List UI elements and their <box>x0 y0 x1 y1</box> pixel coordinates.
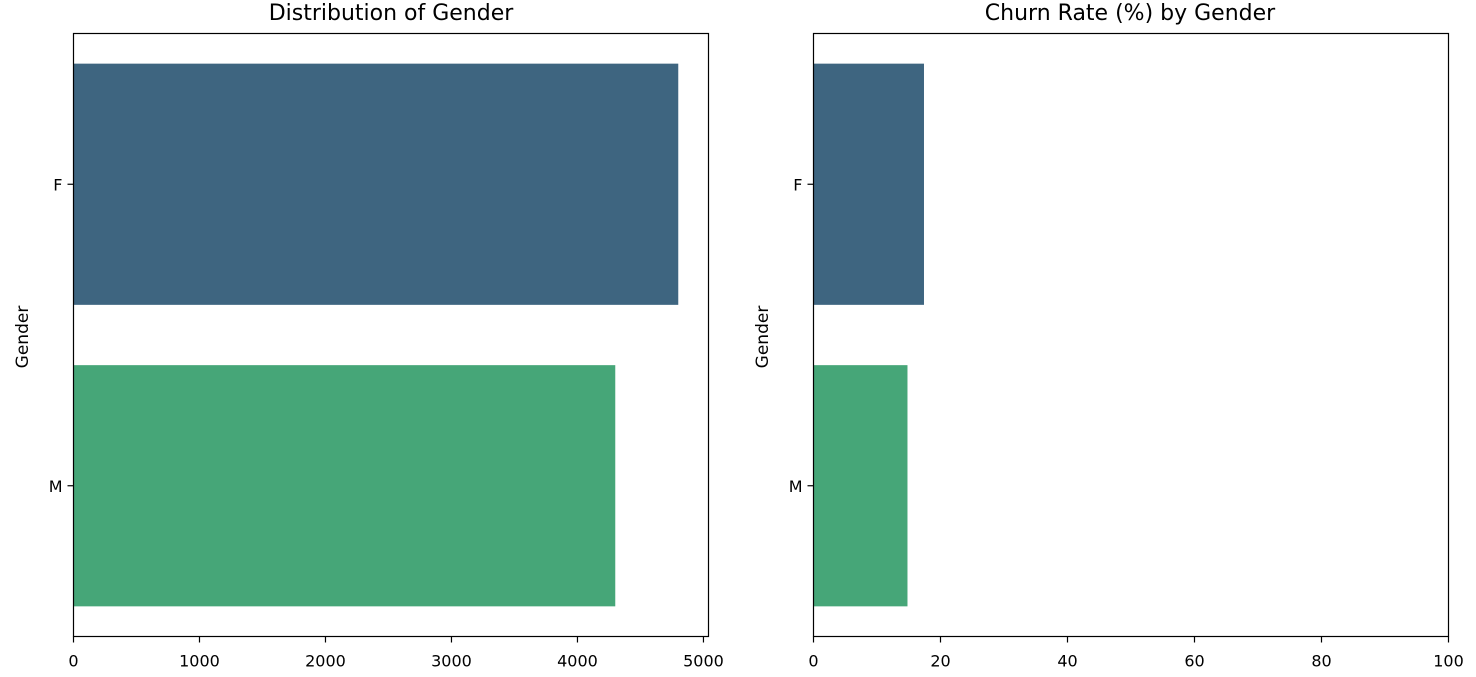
x-tick-label: 60 <box>1184 652 1204 671</box>
x-tick-label: 5000 <box>683 652 724 671</box>
bar-f <box>813 63 924 305</box>
x-tick-label: 20 <box>930 652 950 671</box>
plot-frame <box>812 32 1450 638</box>
x-tick-label: 4000 <box>557 652 598 671</box>
x-tick-label: 0 <box>808 652 818 671</box>
x-tick-label: 100 <box>1433 652 1464 671</box>
x-tick-label: 80 <box>1311 652 1331 671</box>
x-tick-label: 3000 <box>431 652 472 671</box>
x-tick-label: 1000 <box>179 652 220 671</box>
bar-f <box>73 63 679 305</box>
bar-m <box>813 365 908 607</box>
chart-churn-rate-by-gender: Churn Rate (%) by Gender Gender F M 0 20 40… <box>753 1 1464 671</box>
x-tick-label: 0 <box>68 652 78 671</box>
y-tick-label: F <box>793 175 802 194</box>
chart-title: Distribution of Gender <box>269 1 515 26</box>
chart-title: Churn Rate (%) by Gender <box>985 1 1276 26</box>
y-axis-label: Gender <box>13 306 33 369</box>
bar-m <box>73 365 616 607</box>
x-tick-label: 40 <box>1057 652 1077 671</box>
chart-gender-distribution: Distribution of Gender Gender F M 0 1000 20… <box>13 1 724 671</box>
plot-frame <box>72 32 710 638</box>
y-tick-label: F <box>53 175 62 194</box>
y-tick-label: M <box>789 477 803 496</box>
x-tick-label: 2000 <box>305 652 346 671</box>
y-axis-label: Gender <box>753 306 773 369</box>
y-tick-label: M <box>49 477 63 496</box>
